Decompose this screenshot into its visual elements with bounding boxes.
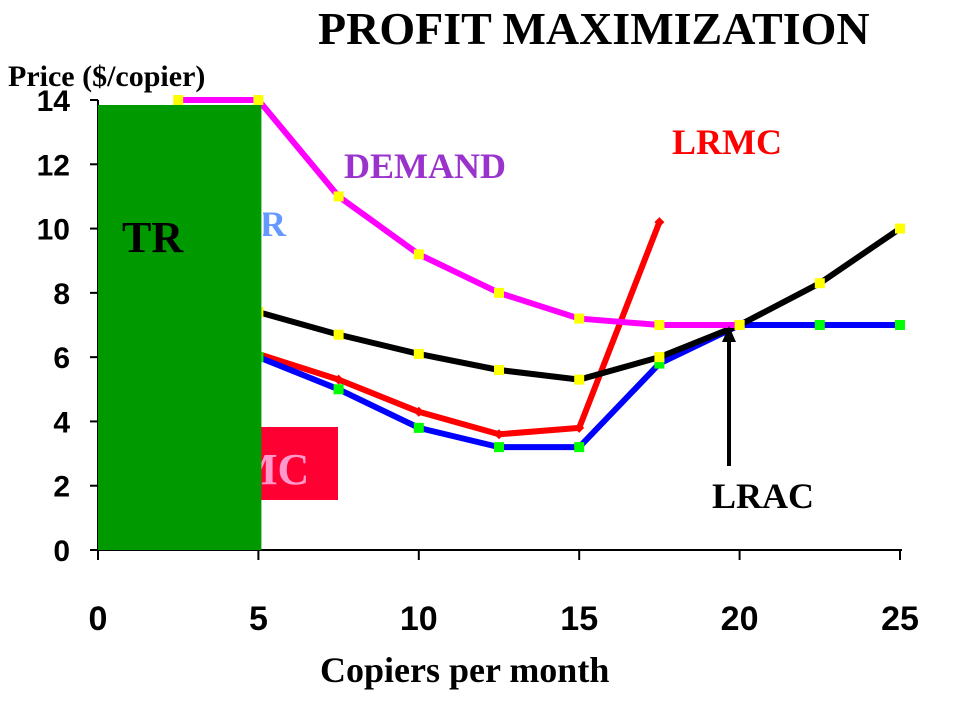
mr-point	[574, 442, 585, 453]
demand-point	[654, 320, 665, 330]
y-ticks: 0 2 4 6 8 10 12 14	[37, 85, 98, 568]
lrmc-point	[654, 217, 665, 228]
lrmc-label: LRMC	[672, 122, 782, 162]
series-layer	[173, 95, 905, 453]
lrac-point	[494, 365, 504, 375]
lrac-label: LRAC	[712, 476, 814, 516]
y-tick-label: 10	[37, 214, 70, 247]
lrmc-point	[333, 374, 344, 385]
x-tick-label: 20	[721, 600, 759, 638]
x-tick-label: 25	[881, 600, 919, 638]
lrac-arrow-head	[722, 326, 736, 342]
mr-point	[494, 442, 504, 453]
y-tick-label: 2	[53, 471, 70, 504]
tr-box	[98, 105, 262, 550]
mr-point	[814, 320, 825, 330]
demand-point	[494, 287, 504, 298]
y-tick-label: 4	[53, 406, 70, 439]
lrmc-point	[413, 406, 424, 417]
lrmc-point	[574, 422, 585, 433]
lrac-point	[574, 374, 585, 385]
mr-point	[333, 384, 344, 395]
x-tick-label: 5	[249, 600, 268, 638]
y-axis-label: Price ($/copier)	[8, 60, 205, 93]
lrac-point	[413, 348, 424, 359]
demand-point	[574, 313, 585, 324]
mr-point	[413, 422, 424, 433]
lrac-line	[175, 225, 903, 383]
lrac-point	[895, 223, 905, 234]
demand-line	[175, 97, 743, 328]
x-tick-label: 10	[400, 600, 438, 638]
x-tick-label: 0	[89, 600, 108, 638]
mr-label: MR	[226, 204, 287, 244]
tr-label: TR	[122, 213, 184, 262]
chart-title: PROFIT MAXIMIZATION	[318, 3, 870, 54]
x-axis-label: Copiers per month	[320, 650, 609, 690]
demand-point	[734, 320, 745, 330]
mr-line	[175, 322, 903, 451]
demand-point	[413, 249, 424, 260]
y-tick-label: 0	[53, 535, 70, 568]
lrmc-point	[494, 429, 504, 440]
demand-point	[173, 95, 184, 105]
y-tick-label: 12	[37, 149, 70, 182]
mr-point	[654, 358, 665, 369]
demand-point	[253, 95, 264, 105]
lrac-point	[814, 278, 825, 289]
x-ticks: 0 5 10 15 20 25	[89, 550, 919, 638]
y-tick-label: 14	[37, 85, 71, 118]
demand-label: DEMAND	[344, 146, 506, 186]
x-tick-label: 15	[560, 600, 598, 638]
lrac-point	[333, 329, 344, 340]
lrac-point	[654, 352, 665, 363]
y-tick-label: 6	[53, 342, 70, 375]
mr-point	[895, 320, 905, 330]
demand-point	[333, 191, 344, 202]
y-tick-label: 8	[53, 278, 70, 311]
